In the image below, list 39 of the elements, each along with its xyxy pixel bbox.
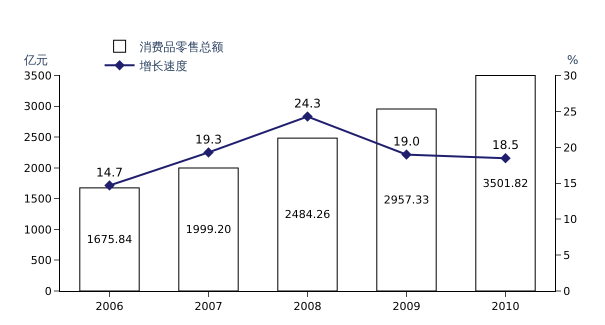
data-label: 1675.84 <box>86 232 132 246</box>
data-label: 2484.26 <box>284 208 330 222</box>
x-tick-label: 2008 <box>294 300 322 314</box>
y-tick-label: 3000 <box>24 100 52 114</box>
data-label: 2957.33 <box>384 194 430 207</box>
data-label: 1999.20 <box>186 222 232 236</box>
point <box>203 147 214 158</box>
data-label: 14.7 <box>96 165 123 180</box>
data-label: 19.0 <box>393 134 420 149</box>
legend-label: 消费品零售总额 <box>140 40 224 54</box>
data-label: 19.3 <box>195 132 222 146</box>
x-tick-label: 2006 <box>96 300 124 314</box>
point <box>401 149 412 160</box>
y2-tick-label: 0 <box>563 284 570 298</box>
y-tick-label: 0 <box>44 284 52 298</box>
y2-tick-label: 15 <box>563 177 578 190</box>
y-axis-title: 亿元 <box>23 53 48 67</box>
x-tick-label: 2010 <box>492 300 520 314</box>
point <box>302 111 313 122</box>
data-label: 24.3 <box>294 96 321 111</box>
y2-axis-title: % <box>567 53 578 67</box>
y-tick-label: 500 <box>30 254 52 268</box>
data-label: 18.5 <box>492 138 519 152</box>
y-tick-label: 3500 <box>24 69 52 82</box>
y2-tick-label: 25 <box>563 105 578 118</box>
y-tick-label: 1500 <box>24 192 52 206</box>
y-tick-label: 1000 <box>24 223 52 236</box>
y2-tick-label: 20 <box>563 141 578 154</box>
y-tick-label: 2500 <box>24 131 52 144</box>
x-tick-label: 2009 <box>392 300 420 314</box>
y-tick-label: 2000 <box>24 162 52 175</box>
x-tick-label: 2007 <box>194 300 222 314</box>
y2-tick-label: 10 <box>563 213 578 226</box>
data-label: 3501.82 <box>482 176 528 190</box>
y2-tick-label: 30 <box>563 70 578 82</box>
y2-tick-label: 5 <box>563 248 570 262</box>
point <box>104 180 115 191</box>
legend-label: 增长速度 <box>138 58 188 73</box>
point <box>500 153 511 164</box>
